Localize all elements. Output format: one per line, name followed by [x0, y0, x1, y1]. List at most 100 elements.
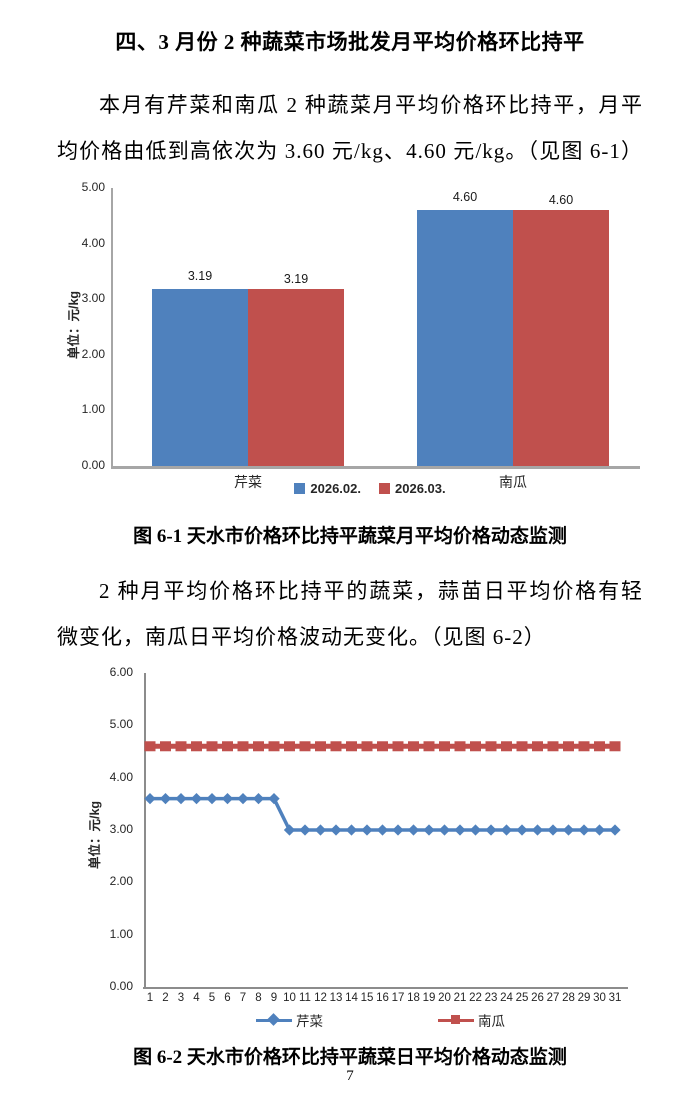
y-tick-label: 4.00 [109, 769, 133, 784]
x-tick-label: 12 [314, 992, 327, 1004]
x-tick-label: 30 [593, 992, 606, 1004]
y-tick-label: 2.00 [81, 346, 105, 361]
bar-2026.03.-南瓜 [513, 210, 609, 466]
marker-square-icon [532, 741, 543, 752]
marker-diamond-icon [314, 824, 327, 836]
bar-value-label: 4.60 [452, 190, 478, 205]
marker-square-icon [299, 741, 311, 752]
x-tick-label: 2 [162, 992, 169, 1004]
x-tick-label: 25 [515, 992, 529, 1004]
paragraph-1-line-1: 本月有芹菜和南瓜 2 种蔬菜月平均价格环比持平，月平 [99, 93, 643, 117]
y-tick-label: 2.00 [109, 874, 133, 889]
marker-diamond-icon [206, 792, 218, 805]
x-tick-label: 9 [270, 992, 278, 1004]
x-tick-label: 24 [500, 992, 513, 1004]
marker-square-icon [563, 741, 574, 752]
marker-diamond-icon [547, 824, 559, 836]
marker-square-icon [330, 741, 342, 752]
legend-marker-diamond-icon [267, 1013, 280, 1026]
marker-diamond-icon [237, 792, 249, 805]
marker-square-icon [609, 741, 621, 752]
marker-diamond-icon [283, 824, 296, 836]
marker-diamond-icon [407, 824, 420, 836]
marker-diamond-icon [361, 824, 373, 836]
marker-diamond-icon [485, 824, 497, 836]
legend-swatch-icon [379, 483, 390, 494]
y-axis-line [111, 188, 113, 469]
legend-item-南瓜: 南瓜 [438, 1010, 505, 1030]
marker-diamond-icon [516, 824, 528, 836]
x-tick-label: 29 [577, 992, 591, 1004]
y-tick-label: 1.00 [81, 402, 105, 417]
bar-value-label: 3.19 [283, 271, 309, 286]
x-tick-label: 5 [208, 992, 216, 1004]
marker-diamond-icon [345, 824, 358, 836]
category-label-南瓜: 南瓜 [499, 476, 527, 491]
y-tick-label: 3.00 [109, 822, 133, 836]
marker-diamond-icon [190, 792, 203, 805]
bar-2026.02.-芹菜 [152, 288, 248, 466]
x-tick-label: 11 [299, 992, 311, 1004]
legend-line-sample [256, 1013, 292, 1026]
marker-diamond-icon [454, 824, 466, 836]
marker-square-icon [578, 741, 590, 752]
marker-diamond-icon [330, 824, 342, 836]
marker-square-icon [175, 741, 187, 752]
legend-label: 芹菜 [296, 1014, 323, 1029]
x-tick-label: 14 [345, 992, 358, 1004]
x-tick-label: 8 [255, 992, 262, 1004]
x-axis-line [143, 987, 628, 989]
y-tick-label: 0.00 [81, 458, 105, 472]
x-tick-label: 18 [407, 992, 420, 1004]
paragraph-1: 本月有芹菜和南瓜 2 种蔬菜月平均价格环比持平，月平 均价格由低到高依次为 3.… [57, 82, 643, 174]
x-tick-label: 4 [193, 992, 200, 1004]
marker-square-icon [222, 741, 233, 752]
marker-square-icon [392, 741, 404, 752]
y-tick-label: 1.00 [109, 926, 133, 941]
marker-square-icon [346, 741, 357, 752]
legend-item-芹菜: 芹菜 [256, 1010, 323, 1030]
x-tick-label: 26 [531, 992, 544, 1004]
marker-diamond-icon [252, 792, 265, 805]
legend-label: 2026.03. [395, 481, 446, 496]
y-tick-label: 5.00 [109, 717, 133, 732]
marker-diamond-icon [175, 792, 187, 805]
bar-2026.02.-南瓜 [417, 210, 513, 466]
paragraph-2: 2 种月平均价格环比持平的蔬菜，蒜苗日平均价格有轻 微变化，南瓜日平均价格波动无… [57, 568, 643, 660]
marker-square-icon [485, 741, 497, 752]
marker-square-icon [454, 741, 466, 752]
figure-6-1-caption: 图 6-1 天水市价格环比持平蔬菜月平均价格动态监测 [133, 526, 567, 547]
x-tick-label: 27 [546, 992, 560, 1004]
x-tick-label: 10 [283, 992, 296, 1004]
y-axis-line [144, 673, 146, 987]
marker-square-icon [501, 741, 512, 752]
marker-diamond-icon [221, 792, 234, 805]
y-tick-label: 6.00 [109, 665, 133, 679]
marker-square-icon [160, 741, 171, 752]
marker-square-icon [253, 741, 264, 752]
marker-square-icon [377, 741, 388, 752]
bar-value-label: 3.19 [187, 268, 213, 283]
page-number: 7 [346, 1068, 354, 1084]
x-tick-label: 21 [453, 992, 467, 1004]
marker-diamond-icon [593, 824, 606, 836]
marker-square-icon [361, 741, 373, 752]
x-tick-label: 7 [239, 992, 247, 1004]
x-tick-label: 13 [329, 992, 343, 1004]
paragraph-1-line-2: 均价格由低到高依次为 3.60 元/kg、4.60 元/kg。（见图 6-1） [57, 139, 643, 163]
y-axis-title: 单位：元/kg [67, 290, 81, 360]
x-tick-label: 23 [484, 992, 498, 1004]
y-tick-label: 3.00 [81, 291, 105, 306]
marker-square-icon [191, 741, 202, 752]
category-label-芹菜: 芹菜 [234, 476, 262, 491]
legend-marker-square-icon [451, 1015, 460, 1024]
x-tick-label: 28 [562, 992, 575, 1004]
x-tick-label: 19 [422, 992, 436, 1004]
marker-diamond-icon [500, 824, 513, 836]
marker-square-icon [315, 741, 326, 752]
marker-square-icon [268, 741, 280, 752]
paragraph-2-line-1: 2 种月平均价格环比持平的蔬菜，蒜苗日平均价格有轻 [99, 579, 643, 603]
marker-square-icon [408, 741, 419, 752]
figure-6-1-bar-chart: 0.00 1.00 2.00 3.00 4.00 5.00 单位：元/kg 3.19 4.60 3… [0, 175, 700, 515]
